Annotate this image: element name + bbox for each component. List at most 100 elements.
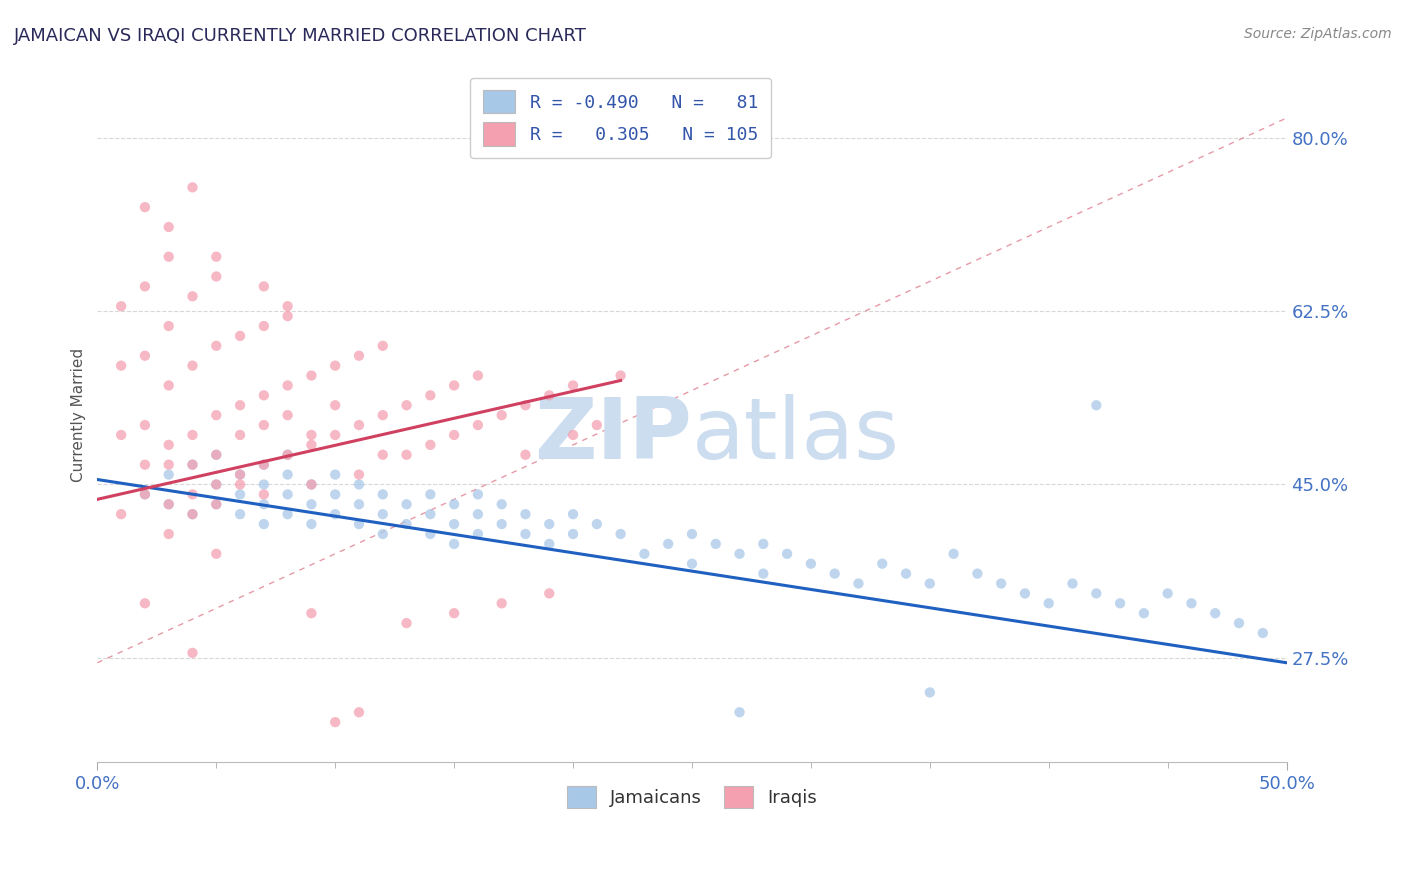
Point: [299, 438, 322, 452]
Point: [491, 517, 513, 532]
Point: [157, 438, 180, 452]
Point: [181, 180, 204, 194]
Point: [134, 279, 156, 293]
Point: [1133, 606, 1156, 620]
Point: [253, 487, 276, 501]
Point: [1156, 586, 1178, 600]
Point: [966, 566, 988, 581]
Point: [323, 428, 346, 442]
Point: [253, 279, 276, 293]
Point: [443, 606, 465, 620]
Point: [800, 557, 823, 571]
Point: [681, 527, 703, 541]
Point: [752, 566, 775, 581]
Point: [181, 458, 204, 472]
Point: [419, 388, 441, 402]
Point: [253, 318, 276, 333]
Text: atlas: atlas: [692, 394, 900, 477]
Point: [491, 596, 513, 610]
Point: [229, 428, 252, 442]
Point: [347, 497, 370, 511]
Point: [1109, 596, 1132, 610]
Point: [371, 408, 394, 422]
Point: [443, 497, 465, 511]
Point: [585, 418, 607, 433]
Point: [253, 418, 276, 433]
Point: [347, 349, 370, 363]
Text: Source: ZipAtlas.com: Source: ZipAtlas.com: [1244, 27, 1392, 41]
Point: [491, 497, 513, 511]
Point: [157, 467, 180, 482]
Point: [443, 517, 465, 532]
Point: [538, 586, 561, 600]
Point: [728, 705, 751, 719]
Point: [347, 467, 370, 482]
Point: [110, 507, 132, 521]
Point: [371, 448, 394, 462]
Point: [157, 497, 180, 511]
Point: [134, 596, 156, 610]
Point: [538, 388, 561, 402]
Point: [419, 438, 441, 452]
Point: [347, 418, 370, 433]
Point: [157, 527, 180, 541]
Point: [562, 378, 585, 392]
Y-axis label: Currently Married: Currently Married: [72, 348, 86, 483]
Point: [110, 428, 132, 442]
Point: [323, 507, 346, 521]
Point: [371, 507, 394, 521]
Point: [277, 467, 299, 482]
Point: [870, 557, 893, 571]
Point: [253, 497, 276, 511]
Point: [491, 408, 513, 422]
Point: [1227, 616, 1250, 631]
Point: [299, 606, 322, 620]
Point: [515, 507, 537, 521]
Point: [134, 349, 156, 363]
Point: [299, 477, 322, 491]
Point: [323, 715, 346, 730]
Point: [253, 458, 276, 472]
Point: [205, 448, 228, 462]
Point: [299, 517, 322, 532]
Point: [562, 527, 585, 541]
Point: [277, 309, 299, 323]
Point: [205, 339, 228, 353]
Point: [277, 408, 299, 422]
Point: [704, 537, 727, 551]
Point: [134, 487, 156, 501]
Point: [110, 359, 132, 373]
Point: [347, 705, 370, 719]
Point: [253, 517, 276, 532]
Point: [515, 448, 537, 462]
Point: [395, 448, 418, 462]
Point: [299, 477, 322, 491]
Point: [467, 368, 489, 383]
Point: [395, 616, 418, 631]
Point: [419, 507, 441, 521]
Point: [205, 477, 228, 491]
Point: [515, 527, 537, 541]
Point: [229, 507, 252, 521]
Point: [157, 318, 180, 333]
Point: [205, 250, 228, 264]
Point: [657, 537, 679, 551]
Point: [371, 487, 394, 501]
Point: [990, 576, 1012, 591]
Point: [134, 458, 156, 472]
Point: [299, 428, 322, 442]
Point: [467, 487, 489, 501]
Point: [181, 507, 204, 521]
Text: JAMAICAN VS IRAQI CURRENTLY MARRIED CORRELATION CHART: JAMAICAN VS IRAQI CURRENTLY MARRIED CORR…: [14, 27, 586, 45]
Point: [419, 487, 441, 501]
Point: [205, 448, 228, 462]
Point: [229, 487, 252, 501]
Point: [181, 507, 204, 521]
Point: [323, 359, 346, 373]
Point: [205, 269, 228, 284]
Point: [157, 458, 180, 472]
Point: [848, 576, 870, 591]
Point: [347, 517, 370, 532]
Point: [229, 329, 252, 343]
Point: [323, 487, 346, 501]
